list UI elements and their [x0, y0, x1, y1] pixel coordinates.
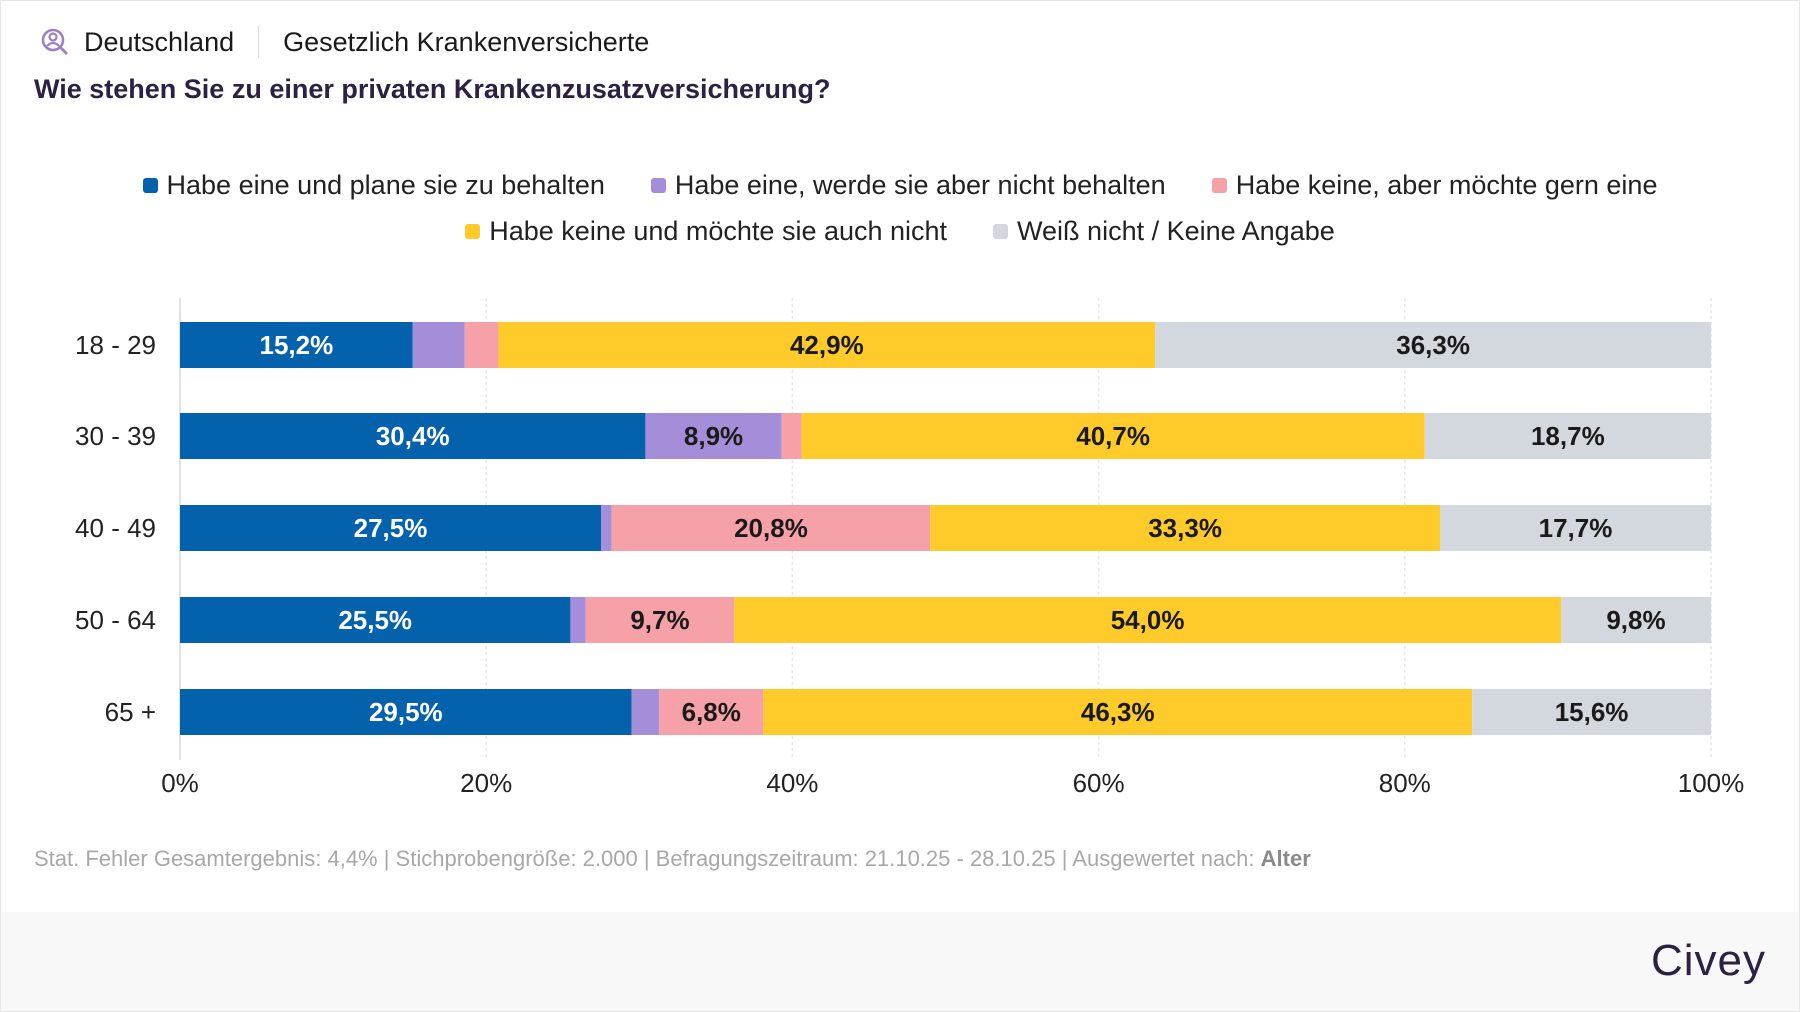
- data-label: 17,7%: [1539, 513, 1613, 543]
- bar-segment: [1424, 413, 1711, 459]
- bar-segment: [734, 597, 1561, 643]
- data-label: 9,7%: [630, 605, 689, 635]
- data-label: 40,7%: [1076, 421, 1150, 451]
- legend-row-1: Habe eine und plane sie zu behalten Habe …: [0, 170, 1800, 201]
- legend-label: Habe eine, werde sie aber nicht behalten: [674, 170, 1166, 200]
- bar-segment: [645, 413, 782, 459]
- legend-item: Habe keine, aber möchte gern eine: [1211, 170, 1658, 201]
- legend-label: Habe keine und möchte sie auch nicht: [489, 216, 948, 246]
- x-tick-label: 60%: [1073, 768, 1125, 798]
- data-label: 36,3%: [1396, 330, 1470, 360]
- legend-label: Habe keine, aber möchte gern eine: [1235, 170, 1658, 200]
- bar-segment: [781, 413, 802, 459]
- header: Deutschland Gesetzlich Krankenversichert…: [40, 26, 649, 58]
- legend-label: Weiß nicht / Keine Angabe: [1017, 216, 1335, 246]
- legend-swatch: [1211, 178, 1227, 193]
- data-label: 54,0%: [1111, 605, 1185, 635]
- data-label: 25,5%: [338, 605, 412, 635]
- bar-segment: [659, 689, 764, 735]
- bar-segment: [631, 689, 660, 735]
- bar-segment: [763, 689, 1473, 735]
- bar-segment: [180, 505, 602, 551]
- bar-segment: [611, 505, 931, 551]
- data-label: 42,9%: [790, 330, 864, 360]
- x-tick-label: 100%: [1678, 768, 1745, 798]
- bar-segment: [585, 597, 735, 643]
- civey-logo: Civey: [1650, 936, 1766, 985]
- y-category-label: 50 - 64: [75, 605, 156, 635]
- bar-segment: [1155, 322, 1711, 368]
- legend-swatch: [142, 178, 158, 193]
- data-label: 30,4%: [376, 421, 450, 451]
- data-label: 20,8%: [734, 513, 808, 543]
- bar-segment: [930, 505, 1441, 551]
- bar-segment: [464, 322, 499, 368]
- x-tick-label: 80%: [1379, 768, 1431, 798]
- data-label: 46,3%: [1081, 697, 1155, 727]
- bar-segment: [801, 413, 1425, 459]
- data-label: 33,3%: [1148, 513, 1222, 543]
- legend-row-2: Habe keine und möchte sie auch nicht Weiß…: [0, 216, 1800, 247]
- footer-stats: Stat. Fehler Gesamtergebnis: 4,4% | Stic…: [34, 846, 1311, 872]
- y-category-label: 40 - 49: [75, 513, 156, 543]
- legend-swatch: [465, 224, 481, 239]
- y-category-label: 30 - 39: [75, 421, 156, 451]
- bar-segment: [498, 322, 1156, 368]
- data-label: 9,8%: [1606, 605, 1665, 635]
- data-label: 8,9%: [684, 421, 743, 451]
- legend-item: Habe keine und möchte sie auch nicht: [465, 216, 947, 247]
- bar-segment: [570, 597, 586, 643]
- legend-item: Habe eine und plane sie zu behalten: [142, 170, 605, 201]
- x-tick-label: 0%: [161, 768, 199, 798]
- legend-label: Habe eine und plane sie zu behalten: [166, 170, 605, 200]
- bar-segment: [1440, 505, 1711, 551]
- y-category-label: 65 +: [105, 697, 156, 727]
- footer-text: Stat. Fehler Gesamtergebnis: 4,4% | Stic…: [34, 846, 1261, 871]
- user-search-icon: [40, 27, 70, 57]
- stacked-bar-chart: 0% 20% 40% 60% 80% 100% 18 - 29 15,2% 42,9% 36,3%…: [75, 298, 1745, 798]
- data-label: 27,5%: [354, 513, 428, 543]
- bar-segment: [1472, 689, 1711, 735]
- footer-band: [1, 912, 1799, 1011]
- data-label: 29,5%: [369, 697, 443, 727]
- legend-swatch: [993, 224, 1009, 239]
- bar-segment: [180, 413, 646, 459]
- region-label: Deutschland: [84, 26, 235, 57]
- x-tick-label: 20%: [460, 768, 512, 798]
- legend-item: Weiß nicht / Keine Angabe: [993, 216, 1335, 247]
- footer-grouping: Alter: [1260, 846, 1311, 871]
- question-title: Wie stehen Sie zu einer privaten Kranken…: [34, 74, 831, 104]
- legend-item: Habe eine, werde sie aber nicht behalten: [650, 170, 1166, 201]
- bar-segment: [1560, 597, 1711, 643]
- data-label: 18,7%: [1531, 421, 1605, 451]
- data-label: 6,8%: [682, 697, 741, 727]
- bar-segment: [180, 689, 632, 735]
- legend-swatch: [650, 178, 666, 193]
- data-label: 15,6%: [1555, 697, 1629, 727]
- population-label: Gesetzlich Krankenversicherte: [283, 26, 650, 57]
- bar-segment: [180, 322, 413, 368]
- bar-segment: [180, 597, 571, 643]
- x-tick-label: 40%: [766, 768, 818, 798]
- bar-segment: [601, 505, 612, 551]
- y-category-label: 18 - 29: [75, 330, 156, 360]
- bar-segment: [412, 322, 465, 368]
- divider: [258, 26, 260, 58]
- data-label: 15,2%: [259, 330, 333, 360]
